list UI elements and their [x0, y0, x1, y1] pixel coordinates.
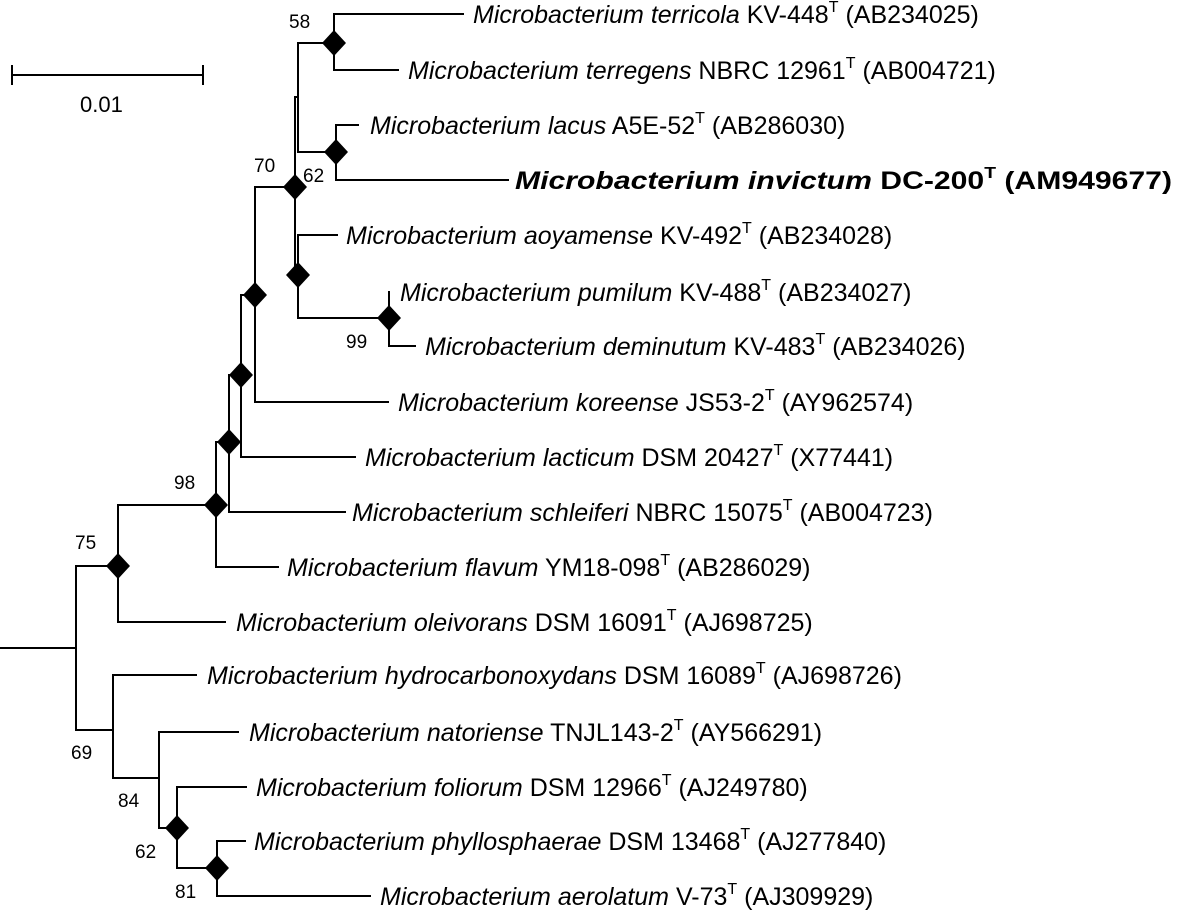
node-marker-99	[377, 305, 401, 331]
taxon-label: Microbacterium koreense JS53-2T (AY96257…	[398, 387, 913, 417]
taxon-label: Microbacterium phyllosphaerae DSM 13468T…	[254, 826, 886, 856]
node-marker-f	[286, 262, 310, 288]
bootstrap-69: 69	[71, 743, 92, 764]
taxon-label: Microbacterium oleivorans DSM 16091T (AJ…	[236, 607, 813, 637]
bootstrap-58: 58	[289, 12, 310, 33]
taxon-label: Microbacterium lacus A5E-52T (AB286030)	[370, 110, 845, 140]
scale-bar: 0.01	[11, 65, 204, 117]
taxon-label: Microbacterium hydrocarbonoxydans DSM 16…	[207, 660, 902, 690]
bootstrap-99: 99	[346, 332, 367, 353]
node-marker-c	[243, 282, 267, 308]
node-marker-62a	[324, 139, 348, 165]
bootstrap-values: 58 62 70 99 98 75 69 84 62 81	[71, 12, 367, 903]
node-markers	[106, 30, 401, 881]
node-marker-58	[322, 30, 346, 56]
bootstrap-75: 75	[75, 533, 96, 554]
bootstrap-62a: 62	[303, 166, 324, 187]
taxon-label: Microbacterium pumilum KV-488T (AB234027…	[400, 277, 911, 307]
bootstrap-84: 84	[118, 791, 140, 812]
taxon-label: Microbacterium deminutum KV-483T (AB2340…	[425, 331, 966, 361]
node-marker-70	[283, 174, 307, 200]
taxon-label: Microbacterium schleiferi NBRC 15075T (A…	[352, 497, 933, 527]
bootstrap-81: 81	[175, 882, 196, 903]
node-marker-81	[205, 855, 229, 881]
taxon-label: Microbacterium aoyamense KV-492T (AB2340…	[346, 220, 892, 250]
taxon-label: Microbacterium aerolatum V-73T (AJ309929…	[380, 881, 873, 911]
node-marker-a	[217, 429, 241, 455]
taxon-label: Microbacterium terricola KV-448T (AB2340…	[473, 0, 979, 29]
taxon-label: Microbacterium flavum YM18-098T (AB28602…	[287, 552, 811, 582]
taxon-label: Microbacterium lacticum DSM 20427T (X774…	[365, 442, 893, 472]
node-marker-b	[229, 362, 253, 388]
node-marker-62b	[165, 815, 189, 841]
bootstrap-70: 70	[254, 156, 275, 177]
taxon-label-highlighted: Microbacterium invictum DC-200 T (AM94967…	[515, 165, 1172, 195]
bootstrap-62b: 62	[135, 842, 156, 863]
scale-bar-label: 0.01	[80, 92, 123, 117]
taxon-label: Microbacterium terregens NBRC 12961T (AB…	[408, 55, 996, 85]
leaf-labels: Microbacterium terricola KV-448T (AB2340…	[207, 0, 1172, 911]
bootstrap-98: 98	[174, 473, 195, 494]
taxon-label: Microbacterium foliorum DSM 12966T (AJ24…	[256, 772, 808, 802]
taxon-label: Microbacterium natoriense TNJL143-2T (AY…	[249, 717, 822, 747]
node-marker-75	[106, 553, 130, 579]
node-marker-98	[204, 492, 228, 518]
